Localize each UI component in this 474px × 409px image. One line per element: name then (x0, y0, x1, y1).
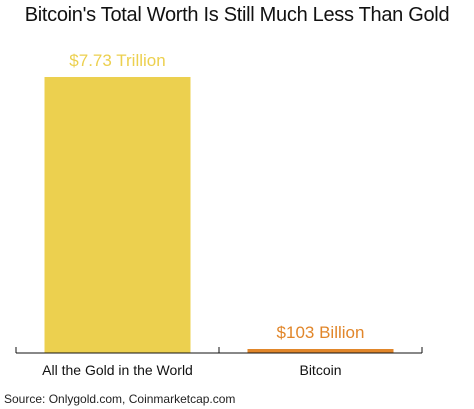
data-label-2: $103 Billion (277, 323, 365, 342)
bar-2 (247, 349, 394, 353)
source-note: Source: Onlygold.com, Coinmarketcap.com (4, 392, 236, 406)
chart-title: Bitcoin's Total Worth Is Still Much Less… (24, 4, 450, 26)
data-labels-layer: $7.73 Trillion $103 Billion (69, 51, 364, 342)
x-tick-labels: All the Gold in the World Bitcoin (42, 362, 341, 378)
bar-1 (44, 77, 191, 353)
x-axis (15, 347, 423, 354)
data-label-1: $7.73 Trillion (69, 51, 165, 70)
bars-layer (44, 77, 394, 353)
x-tick-label-1: All the Gold in the World (42, 362, 193, 378)
x-tick-label-2: Bitcoin (299, 362, 341, 378)
